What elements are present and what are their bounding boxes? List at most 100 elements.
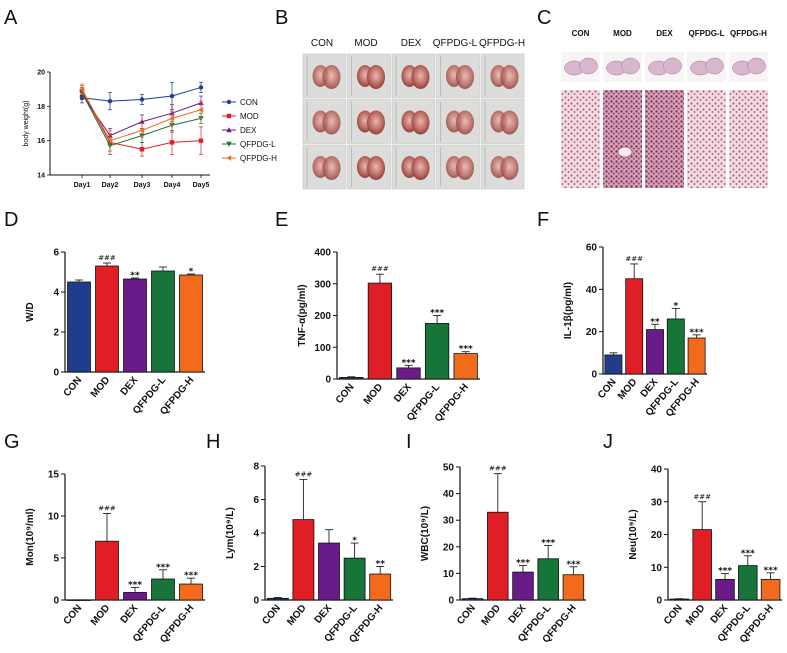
- panel-letter-g: G: [4, 431, 20, 453]
- legend-label: QFPDG-L: [240, 140, 276, 149]
- x-tick-label: Day4: [164, 182, 181, 189]
- photo-column-label: QFPDG-L: [433, 38, 478, 49]
- bar-con: [339, 377, 364, 380]
- bar-dex: [123, 278, 147, 373]
- significance-marker: ###: [98, 254, 116, 262]
- x-tick-label: CON: [62, 603, 85, 627]
- bar-qfpdg-h: [760, 578, 781, 601]
- bar-con: [461, 598, 484, 601]
- data-point: [107, 137, 113, 144]
- panel-letter-h: H: [206, 431, 220, 453]
- lung-lobe: [411, 65, 430, 89]
- panel-letter-c: C: [537, 7, 551, 29]
- y-tick-label: 30: [651, 497, 663, 508]
- y-axis-title: WBC(10⁹/L): [420, 506, 431, 561]
- significance-marker: **: [375, 560, 385, 570]
- significance-marker: ***: [401, 358, 415, 368]
- x-tick-label: MOD: [89, 375, 112, 400]
- bar-dex: [396, 367, 421, 380]
- x-tick-label: CON: [596, 377, 619, 401]
- histology-grid: CON MOD DEX QFPDG-L QFPDG-H: [561, 29, 768, 188]
- x-tick-label: CON: [334, 382, 357, 406]
- lung-lobe: [500, 110, 519, 135]
- data-point: [169, 140, 175, 145]
- significance-marker: ***: [128, 580, 142, 590]
- bar-qfpdg-l: [666, 318, 685, 375]
- bar-qfpdg-l: [537, 558, 559, 601]
- y-axis-title: IL-1β(pg/ml): [563, 282, 574, 339]
- x-tick-label: MOD: [89, 603, 112, 628]
- significance-marker: *: [352, 536, 357, 546]
- bar-con: [604, 354, 623, 375]
- y-axis-title: body weight(g): [23, 101, 30, 147]
- chart-f-il1b: 0204060IL-1β(pg/ml)CON###MOD**DEX*QFPDG-…: [563, 243, 707, 419]
- significance-marker: ***: [430, 309, 444, 319]
- bar-dex: [715, 578, 735, 601]
- data-point: [107, 98, 113, 104]
- y-tick-label: 50: [443, 463, 455, 474]
- highmag-tile: [603, 90, 642, 188]
- bar-dex: [646, 329, 664, 375]
- lung-lobe: [411, 156, 430, 180]
- panel-letter-a: A: [4, 7, 18, 29]
- legend-marker: [226, 155, 232, 161]
- x-tick-label: MOD: [285, 603, 308, 628]
- bar-con: [266, 597, 289, 601]
- y-tick-label: 0: [253, 596, 259, 607]
- x-tick-label: Day5: [193, 182, 210, 189]
- photo-column-label: QFPDG-H: [479, 38, 525, 49]
- y-tick-label: 30: [443, 516, 455, 527]
- bar-qfpdg-l: [151, 270, 175, 373]
- y-axis-title: Mon(10⁹/ml): [25, 508, 36, 566]
- lung-lobe: [500, 65, 519, 89]
- bar-con: [67, 599, 91, 601]
- bar-con: [67, 281, 91, 373]
- y-tick-label: 6: [53, 248, 59, 259]
- data-point: [169, 115, 175, 122]
- data-point: [139, 127, 145, 134]
- x-tick-label: MOD: [480, 603, 503, 628]
- y-tick-label: 0: [448, 596, 454, 607]
- bar-mod: [692, 529, 712, 601]
- significance-marker: ###: [625, 255, 643, 263]
- bar-dex: [512, 571, 534, 601]
- bar-qfpdg-h: [562, 574, 585, 601]
- significance-marker: **: [650, 317, 660, 327]
- histology-column-label: CON: [572, 29, 590, 38]
- lung-lobe: [456, 65, 474, 89]
- x-tick-label: MOD: [616, 377, 639, 402]
- legend-label: MOD: [240, 112, 259, 121]
- significance-marker: **: [130, 271, 140, 281]
- y-tick-label: 40: [586, 285, 598, 296]
- y-tick-label: 40: [651, 465, 663, 476]
- data-point: [139, 97, 145, 102]
- photo-column-label: MOD: [354, 38, 377, 49]
- lung-lobe: [322, 110, 341, 135]
- data-point: [198, 85, 204, 90]
- y-tick-label: 200: [314, 311, 331, 322]
- significance-marker: ***: [764, 566, 778, 576]
- y-tick-label: 20: [37, 70, 45, 77]
- bar-mod: [367, 282, 393, 380]
- data-point: [139, 147, 145, 152]
- significance-marker: ###: [693, 493, 711, 501]
- significance-marker: ***: [459, 345, 473, 355]
- significance-marker: ***: [718, 566, 732, 576]
- significance-marker: *: [673, 301, 678, 311]
- bar-qfpdg-l: [738, 565, 758, 601]
- bar-qfpdg-h: [453, 353, 478, 380]
- y-tick-label: 20: [651, 530, 663, 541]
- bar-mod: [487, 511, 509, 601]
- y-axis-title: TNF-α(pg/ml): [297, 284, 308, 346]
- y-tick-label: 16: [37, 138, 45, 145]
- y-tick-label: 300: [314, 279, 331, 290]
- data-point: [198, 138, 204, 143]
- x-tick-label: DEX: [313, 603, 335, 626]
- y-tick-label: 4: [53, 288, 59, 299]
- y-tick-label: 18: [37, 104, 45, 111]
- x-tick-label: Day1: [74, 182, 91, 189]
- lung-lobe: [500, 156, 519, 180]
- significance-marker: ###: [98, 504, 116, 512]
